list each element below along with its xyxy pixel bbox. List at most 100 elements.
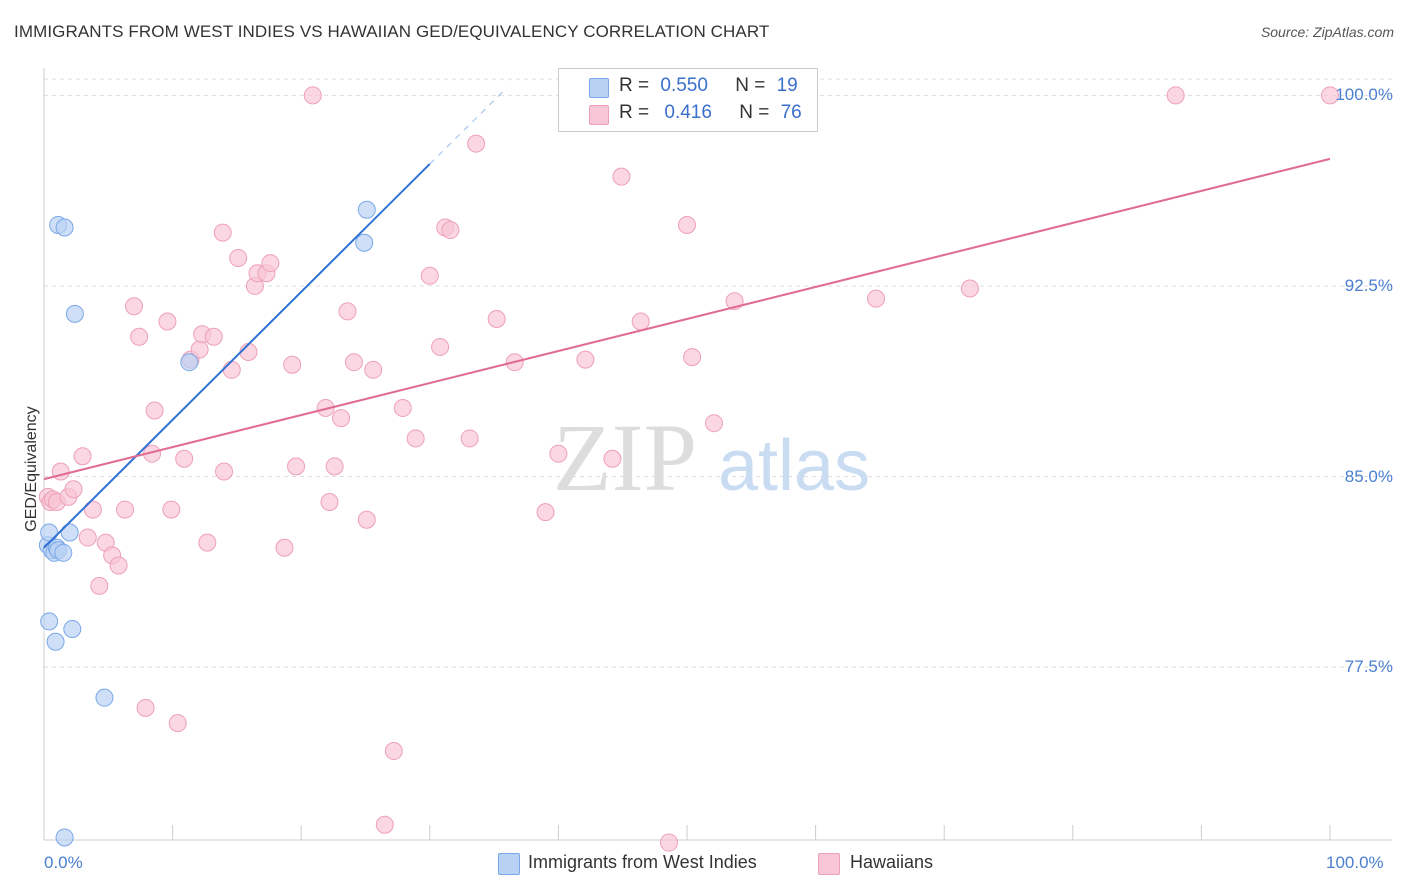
legend-row-hawaiians: R = 0.416 N = 76: [619, 102, 802, 126]
axes: [43, 68, 1392, 841]
hawaiians-point: [287, 457, 306, 476]
hawaiians-point: [78, 528, 97, 547]
hawaiians-point: [1321, 86, 1339, 105]
watermark-zip: ZIP: [553, 404, 697, 511]
y-tick-label: 77.5%: [1344, 657, 1393, 677]
hawaiians-point: [204, 327, 223, 346]
hawaiians-point: [283, 355, 302, 374]
west-indies-point: [46, 632, 65, 651]
hawaiians-point: [125, 297, 144, 316]
y-tick-label: 92.5%: [1344, 275, 1393, 295]
bottom-legend-hawaiians: Hawaiians: [818, 852, 933, 875]
hawaiians-point: [229, 248, 248, 267]
west-indies-point: [55, 828, 74, 847]
hawaiians-point: [109, 556, 128, 575]
west-indies-point: [60, 523, 79, 542]
hawaiians-point: [239, 343, 258, 362]
hawaiians-point: [406, 429, 425, 448]
hawaiians-point: [678, 215, 696, 234]
legend-swatch-hawaiians: [589, 105, 609, 125]
legend-n-label: N =: [739, 102, 770, 123]
source-label: Source: ZipAtlas.com: [1260, 24, 1394, 40]
y-tick-label: 85.0%: [1344, 466, 1393, 486]
hawaiians-point: [215, 462, 234, 481]
hawaiians-point: [603, 449, 622, 468]
hawaiians-points: [38, 86, 1339, 852]
hawaiians-point: [393, 398, 412, 417]
hawaiians-point: [168, 714, 187, 733]
bottom-legend-swatch-hawaiians: [818, 853, 840, 875]
west-indies-point: [40, 523, 59, 542]
west-indies-point: [65, 304, 84, 323]
hawaiians-point: [364, 360, 383, 379]
hawaiians-point: [420, 266, 439, 285]
hawaiians-point: [659, 833, 678, 852]
hawaiians-point: [357, 510, 376, 529]
hawaiians-point: [64, 480, 83, 499]
hawaiians-point: [1166, 86, 1185, 105]
legend-row-west-indies: R = 0.550 N = 19: [619, 75, 798, 99]
west-indies-point: [54, 543, 73, 562]
hawaiians-point: [145, 401, 164, 420]
correlation-legend: R = 0.550 N = 19 R = 0.416 N = 76: [558, 68, 818, 132]
hawaiians-point: [631, 312, 650, 331]
watermark-atlas: atlas: [718, 426, 870, 506]
hawaiians-point: [275, 538, 294, 557]
hawaiians-point: [375, 815, 394, 834]
bottom-legend-label-west-indies: Immigrants from West Indies: [528, 852, 757, 872]
x-tick-label-max: 100.0%: [1326, 853, 1384, 872]
hawaiians-point: [536, 503, 555, 522]
hawaiians-point: [136, 698, 155, 717]
hawaiians-point: [344, 353, 363, 372]
hawaiians-point: [303, 86, 322, 105]
hawaiians-point: [213, 223, 232, 242]
hawaiians-point: [460, 429, 479, 448]
watermark: ZIP atlas: [553, 404, 870, 511]
grid-lines: [44, 78, 1392, 668]
legend-r-label: R =: [619, 102, 650, 123]
hawaiians-point: [90, 576, 109, 595]
legend-n-value-hawaiians: 76: [780, 102, 802, 123]
legend-n-value-west-indies: 19: [776, 75, 798, 96]
west-indies-point: [180, 353, 199, 372]
bottom-legend-west-indies: Immigrants from West Indies: [498, 852, 757, 875]
hawaiians-point: [198, 533, 217, 552]
hawaiians-point: [576, 350, 595, 369]
hawaiians-point: [487, 309, 506, 328]
hawaiians-point: [431, 337, 450, 356]
x-tick-label-min: 0.0%: [44, 853, 83, 872]
trend-lines: [43, 87, 1331, 549]
hawaiians-point: [158, 312, 177, 331]
chart-title: IMMIGRANTS FROM WEST INDIES VS HAWAIIAN …: [14, 22, 770, 41]
hawaiians-trend-line: [43, 157, 1331, 481]
hawaiians-point: [867, 289, 886, 308]
hawaiians-point: [73, 447, 92, 466]
hawaiians-point: [683, 348, 702, 367]
west-indies-point: [355, 233, 374, 252]
hawaiians-point: [467, 134, 486, 153]
bottom-legend-swatch-west-indies: [498, 853, 520, 875]
west-indies-trend-extension: [429, 87, 508, 165]
hawaiians-point: [441, 221, 460, 240]
west-indies-trend-line: [43, 163, 431, 549]
hawaiians-point: [116, 500, 135, 519]
west-indies-point: [63, 620, 82, 639]
legend-r-value-hawaiians: 0.416: [664, 102, 712, 123]
hawaiians-point: [705, 414, 724, 433]
west-indies-point: [55, 218, 74, 237]
hawaiians-point: [332, 409, 351, 428]
hawaiians-point: [130, 327, 149, 346]
hawaiians-point: [320, 492, 339, 511]
hawaiians-point: [384, 742, 403, 761]
west-indies-point: [95, 688, 114, 707]
west-indies-point: [40, 612, 59, 631]
hawaiians-point: [612, 167, 631, 186]
hawaiians-point: [338, 302, 357, 321]
hawaiians-point: [222, 360, 241, 379]
hawaiians-point: [83, 500, 102, 519]
hawaiians-point: [960, 279, 979, 298]
hawaiians-point: [316, 398, 335, 417]
west-indies-points: [38, 200, 376, 847]
legend-swatch-west-indies: [589, 78, 609, 98]
